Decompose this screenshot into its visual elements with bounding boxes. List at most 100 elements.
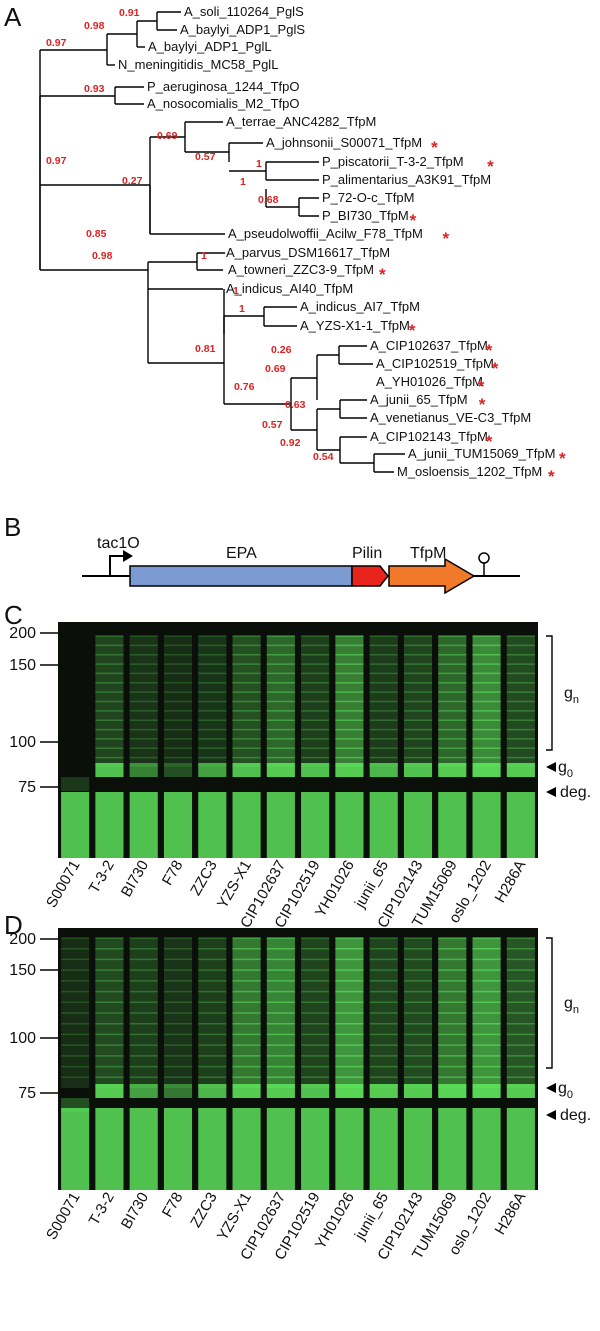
- g0-arrow-icon: [546, 1083, 556, 1093]
- g0-band: [438, 1084, 467, 1098]
- gn-label: gn: [564, 995, 579, 1016]
- bootstrap-value: 0.69: [157, 130, 178, 142]
- g0-band: [438, 763, 467, 777]
- significance-star-icon: *: [409, 321, 416, 340]
- western-blot-d: 200 150 100 75 gn g0 deg. S00071 T-3-2 BI730 F78 ZZ…: [9, 928, 591, 1263]
- panel-c-label: C: [4, 600, 23, 630]
- epa-label: EPA: [226, 545, 257, 562]
- deg-arrow-icon: [546, 787, 556, 797]
- glycan-ladder-smear: [403, 938, 433, 1088]
- degradation-band: [369, 1108, 398, 1190]
- significance-star-icon: *: [410, 211, 417, 230]
- tree-leaf-label: P_72-O-c_TfpM: [322, 190, 414, 205]
- bootstrap-value: 0.98: [92, 250, 113, 262]
- glycan-ladder-smear: [232, 636, 261, 767]
- glycan-ladder-smear: [301, 938, 330, 1088]
- mw-marker-label: 150: [9, 657, 36, 674]
- bootstrap-value: 1: [256, 158, 262, 170]
- tree-leaf-label: A_venetianus_VE-C3_TfpM: [370, 410, 531, 425]
- gn-bracket: [546, 937, 553, 1069]
- mw-marker-label: 100: [9, 1030, 36, 1047]
- lane-label: BI730: [118, 1190, 152, 1232]
- lane-label: ZZC3: [187, 1190, 220, 1231]
- g0-band: [335, 1084, 364, 1098]
- glycan-ladder-smear: [163, 636, 193, 767]
- bootstrap-value: 0.57: [262, 419, 283, 431]
- degradation-band: [506, 1108, 535, 1190]
- degradation-band: [403, 792, 433, 858]
- g0-band: [95, 1084, 124, 1098]
- significance-star-icon: *: [478, 377, 485, 396]
- g0-band: [198, 1084, 227, 1098]
- tfpm-arrow: [388, 557, 476, 595]
- bootstrap-value: 0.91: [119, 7, 140, 19]
- degradation-band: [335, 1108, 364, 1190]
- significance-star-icon: *: [559, 449, 566, 468]
- g0-band: [163, 763, 193, 777]
- significance-star-icon: *: [486, 432, 493, 451]
- panel-d-label: D: [4, 910, 23, 940]
- bootstrap-value: 1: [233, 285, 239, 297]
- glycan-ladder-smear: [129, 636, 158, 767]
- g0-band: [403, 763, 433, 777]
- bootstrap-value: 0.98: [84, 20, 105, 32]
- g0-band: [506, 763, 535, 777]
- tree-leaf-label: A_nosocomialis_M2_TfpO: [147, 96, 299, 111]
- g0-band: [61, 777, 90, 791]
- tree-leaf-label: A_CIP102143_TfpM: [370, 429, 488, 444]
- glycan-ladder-smear: [506, 636, 535, 767]
- tree-leaf-label: A_towneri_ZZC3-9_TfpM: [228, 262, 374, 277]
- mw-marker-label: 200: [9, 931, 36, 948]
- degradation-band: [95, 792, 124, 858]
- promoter-label: tac1O: [97, 535, 140, 552]
- degradation-band: [266, 792, 295, 858]
- degradation-band: [163, 792, 193, 858]
- degradation-band: [369, 792, 398, 858]
- bootstrap-value: 0.63: [285, 399, 306, 411]
- tree-leaf-label: A_YH01026_TfpM: [376, 374, 483, 389]
- bootstrap-value: 0.92: [280, 437, 301, 449]
- degradation-band: [198, 1108, 227, 1190]
- degradation-band: [301, 792, 330, 858]
- g0-band: [198, 763, 227, 777]
- gn-label: gn: [564, 685, 579, 706]
- bootstrap-value: 0.57: [195, 151, 216, 163]
- degradation-band: [61, 792, 90, 858]
- bootstrap-value: 0.26: [271, 344, 292, 356]
- phylogenetic-tree: A_soli_110264_PglS A_baylyi_ADP1_PglS A_ba…: [39, 4, 566, 486]
- deg-label: deg.: [560, 784, 591, 801]
- mw-marker-label: 75: [18, 1085, 36, 1102]
- g0-band: [301, 1084, 330, 1098]
- promoter-arrowhead-icon: [123, 550, 133, 562]
- tree-leaf-label: A_johnsonii_S00071_TfpM: [266, 135, 422, 150]
- lane-label: ZZC3: [187, 858, 220, 899]
- epa-box: [129, 565, 353, 587]
- lane-label: H286A: [492, 858, 530, 906]
- tree-leaf-label: A_YZS-X1-1_TfpM: [300, 318, 410, 333]
- promoter-arrow-icon: [109, 555, 124, 576]
- glycan-ladder-smear: [438, 636, 467, 767]
- glycan-ladder-smear: [301, 636, 330, 767]
- mw-marker-label: 150: [9, 962, 36, 979]
- tree-leaf-label: A_baylyi_ADP1_PglS: [180, 22, 305, 37]
- g0-band: [163, 1084, 193, 1098]
- degradation-band: [472, 1108, 501, 1190]
- lane-label: S00071: [43, 858, 84, 911]
- bootstrap-value: 1: [240, 176, 246, 188]
- expression-construct-diagram: tac1O EPA Pilin TfpM: [82, 535, 520, 595]
- degradation-band: [129, 792, 158, 858]
- pilin-arrow: [351, 565, 389, 587]
- significance-star-icon: *: [443, 229, 450, 248]
- mw-marker-label: 75: [18, 779, 36, 796]
- bootstrap-value: 0.93: [84, 83, 105, 95]
- degradation-band: [95, 1108, 124, 1190]
- mw-marker-label: 200: [9, 625, 36, 642]
- significance-star-icon: *: [548, 467, 555, 486]
- glycan-ladder-smear: [506, 938, 535, 1088]
- glycan-ladder-smear: [266, 636, 295, 767]
- tree-leaf-label: A_baylyi_ADP1_PglL: [148, 39, 272, 54]
- glycan-ladder-smear: [95, 938, 124, 1088]
- tree-leaf-label: A_parvus_DSM16617_TfpM: [226, 245, 390, 260]
- degradation-band: [335, 792, 364, 858]
- tree-leaf-label: A_soli_110264_PglS: [184, 4, 304, 19]
